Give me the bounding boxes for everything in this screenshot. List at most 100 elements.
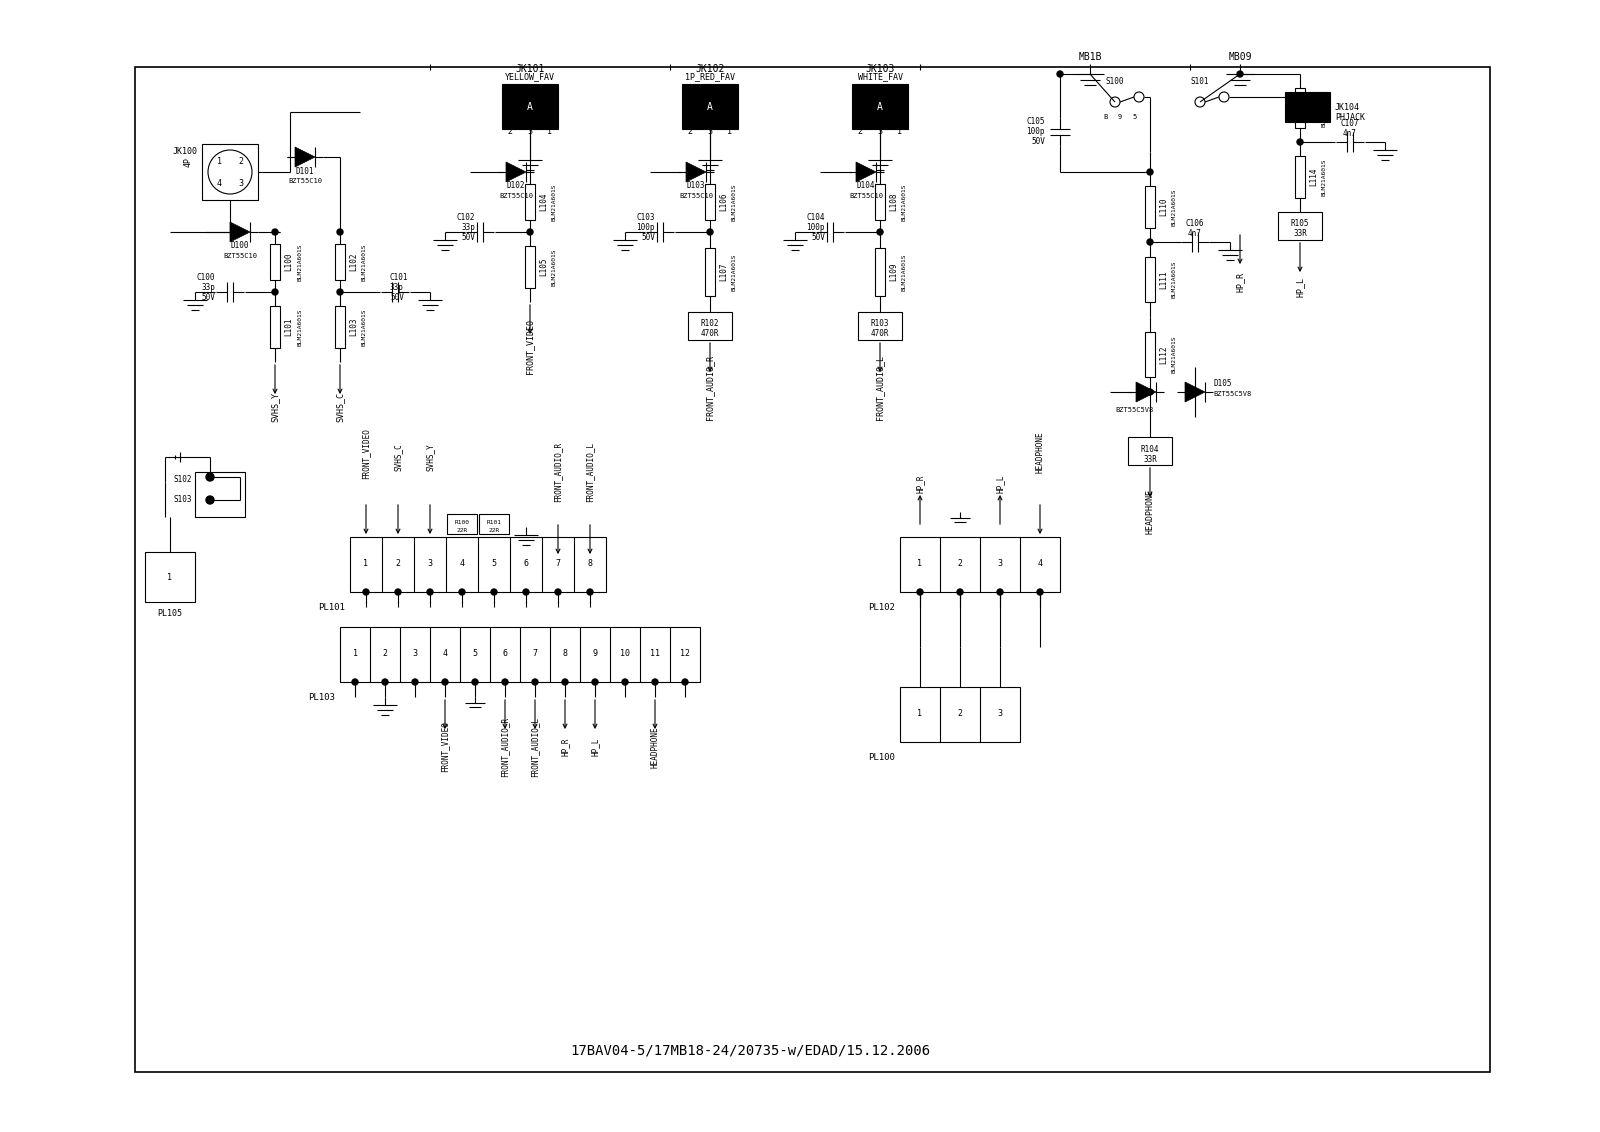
Bar (1146, 257, 1155, 302)
Text: JK100: JK100 (173, 147, 198, 156)
Text: HEADPHONE: HEADPHONE (651, 727, 659, 767)
Circle shape (622, 679, 627, 685)
Text: BLM21A601S: BLM21A601S (298, 308, 302, 345)
Text: L108: L108 (890, 192, 898, 212)
Bar (1146, 186, 1155, 228)
Text: SVHS_C: SVHS_C (394, 443, 403, 471)
Text: HP_L: HP_L (995, 474, 1005, 494)
Text: JK103: JK103 (866, 65, 894, 74)
Text: JK101: JK101 (515, 65, 544, 74)
Text: C100: C100 (197, 273, 214, 282)
Text: 7: 7 (555, 559, 560, 568)
Circle shape (531, 679, 538, 685)
Text: 100p: 100p (806, 223, 826, 232)
Text: FRONT_VIDEO: FRONT_VIDEO (525, 319, 534, 375)
Circle shape (997, 589, 1003, 595)
Text: 5: 5 (1133, 114, 1138, 120)
Circle shape (653, 679, 658, 685)
Circle shape (1037, 589, 1043, 595)
Text: 3: 3 (427, 559, 432, 568)
Text: FRONT_AUDIO_R: FRONT_AUDIO_R (501, 717, 509, 777)
Polygon shape (1186, 381, 1205, 402)
Circle shape (707, 89, 714, 95)
Text: 2: 2 (395, 559, 400, 568)
Bar (195, 472, 245, 517)
Text: 2: 2 (957, 710, 963, 719)
Circle shape (526, 89, 533, 95)
Bar (350, 537, 606, 592)
Text: 470R: 470R (870, 329, 890, 338)
Text: SVHS_Y: SVHS_Y (270, 392, 280, 422)
Text: 5: 5 (472, 650, 477, 659)
Text: 10: 10 (621, 650, 630, 659)
Text: 6: 6 (523, 559, 528, 568)
Text: BZT55C10: BZT55C10 (222, 252, 258, 259)
Text: 3: 3 (997, 710, 1003, 719)
Text: BLM21A601S: BLM21A601S (902, 183, 907, 221)
Text: PL105: PL105 (157, 609, 182, 618)
Circle shape (1298, 139, 1302, 145)
Text: BLM21A601S: BLM21A601S (1322, 89, 1326, 127)
Text: S102: S102 (173, 474, 192, 483)
Circle shape (272, 229, 278, 235)
Text: A: A (707, 102, 714, 112)
Text: BZT55C10: BZT55C10 (678, 192, 714, 199)
Text: BZT55C10: BZT55C10 (288, 178, 322, 185)
Text: L106: L106 (718, 192, 728, 212)
Bar (899, 537, 1059, 592)
Text: L100: L100 (285, 252, 293, 272)
Bar (706, 185, 715, 220)
Text: 1: 1 (728, 128, 733, 137)
Text: MB1B: MB1B (1078, 52, 1102, 62)
Text: JK102: JK102 (696, 65, 725, 74)
Bar (202, 144, 258, 200)
Text: 50V: 50V (461, 232, 475, 241)
Text: S100: S100 (1106, 77, 1125, 86)
Text: 1: 1 (363, 559, 368, 568)
Text: 3: 3 (528, 128, 533, 137)
Circle shape (338, 229, 342, 235)
Text: 22R: 22R (456, 528, 467, 532)
Circle shape (1147, 389, 1154, 395)
Text: 2: 2 (382, 650, 387, 659)
Circle shape (526, 229, 533, 235)
Text: A: A (877, 102, 883, 112)
Text: BZT55C5V8: BZT55C5V8 (1115, 408, 1154, 413)
Bar (134, 67, 1490, 1072)
Text: R105: R105 (1291, 220, 1309, 229)
Text: BZT55C10: BZT55C10 (499, 192, 533, 199)
Text: HEADPHONE: HEADPHONE (1035, 431, 1045, 473)
Circle shape (491, 589, 498, 595)
Text: FRONT_AUDIO_L: FRONT_AUDIO_L (531, 717, 539, 777)
Text: 4: 4 (443, 650, 448, 659)
Circle shape (1147, 169, 1154, 175)
Bar (1285, 92, 1330, 122)
Text: R103: R103 (870, 319, 890, 328)
Text: L105: L105 (539, 258, 547, 276)
Circle shape (587, 589, 594, 595)
Text: PHJACK: PHJACK (1334, 112, 1365, 121)
Text: C106: C106 (1186, 220, 1205, 229)
Text: 4: 4 (216, 179, 221, 188)
Text: 1: 1 (898, 128, 902, 137)
Text: 2: 2 (858, 128, 862, 137)
Text: 4n7: 4n7 (1342, 129, 1357, 138)
Text: L103: L103 (349, 318, 358, 336)
Text: HP_L: HP_L (590, 738, 600, 756)
Text: BLM21A601S: BLM21A601S (362, 243, 366, 281)
Text: S101: S101 (1190, 77, 1210, 86)
Text: PL100: PL100 (869, 753, 894, 762)
Bar (899, 687, 1021, 741)
Text: 50V: 50V (811, 232, 826, 241)
Text: 470R: 470R (701, 329, 720, 338)
Circle shape (917, 589, 923, 595)
Text: 50V: 50V (390, 292, 403, 301)
Text: 2: 2 (957, 559, 963, 568)
Circle shape (592, 679, 598, 685)
Text: 4P: 4P (184, 157, 192, 168)
Bar (688, 312, 733, 340)
Text: BLM21A601S: BLM21A601S (362, 308, 366, 345)
Text: A: A (526, 102, 533, 112)
Text: L113: L113 (1309, 98, 1318, 118)
Text: R104: R104 (1141, 445, 1160, 454)
